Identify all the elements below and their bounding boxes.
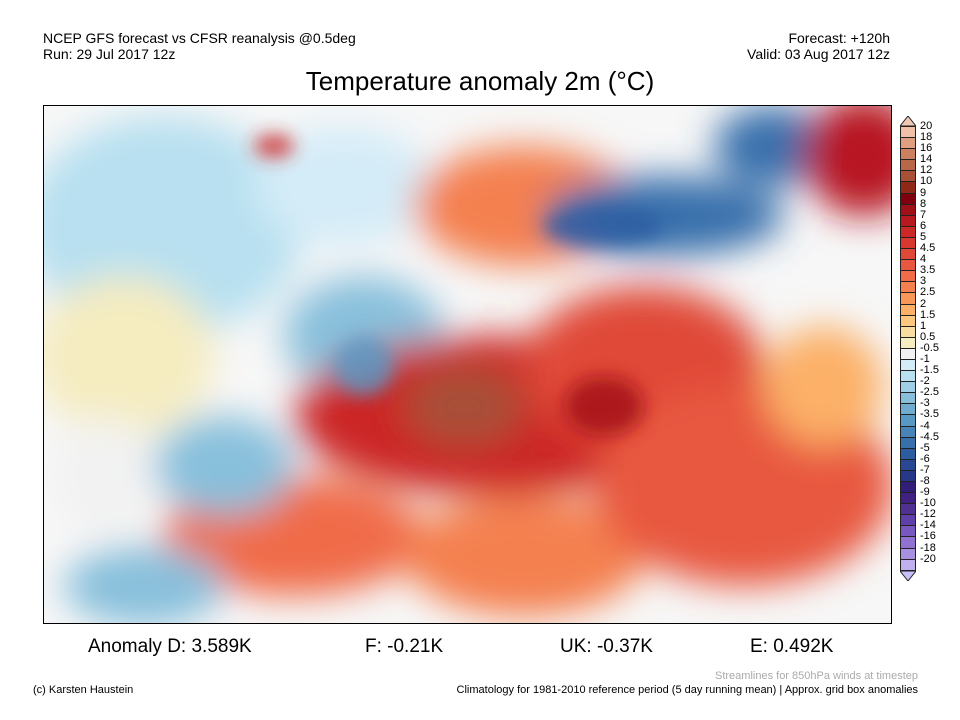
colorbar-label: 4.5 (920, 242, 936, 255)
colorbar-bottom-triangle (900, 570, 916, 581)
map-title: Temperature anomaly 2m (°C) (305, 66, 655, 96)
colorbar-bin: -10 (900, 498, 936, 516)
colorbar-bin: -2.5 (900, 387, 939, 405)
colorbar-top-triangle (900, 116, 916, 126)
colorbar-label: 16 (920, 142, 933, 155)
colorbar-label: 4 (920, 253, 927, 266)
colorbar-label: 3 (920, 275, 927, 288)
colorbar-bin: -14 (900, 520, 936, 538)
colorbar-label: 20 (920, 120, 933, 132)
colorbar-label: -20 (920, 552, 936, 565)
colorbar-label: 14 (920, 153, 933, 166)
colorbar-label: 1.5 (920, 308, 936, 321)
anomaly-field (44, 106, 891, 623)
colorbar-label: -4.5 (920, 430, 939, 443)
colorbar-label: -9 (920, 486, 930, 499)
colorbar-bin: 2.5 (900, 287, 935, 305)
valid-label: Valid: 03 Aug 2017 12z (747, 46, 890, 62)
colorbar-bin: -7 (900, 464, 930, 482)
colorbar-bin: 1 (900, 320, 926, 338)
colorbar-bin: 4 (900, 254, 926, 272)
colorbar-bin: -3.5 (900, 409, 939, 427)
colorbar-label: -3.5 (920, 408, 939, 421)
colorbar-label: 9 (920, 186, 927, 199)
run-label: Run: 29 Jul 2017 12z (43, 46, 176, 62)
colorbar-bin: 6 (900, 220, 926, 238)
colorbar-bin: -20 (900, 553, 936, 571)
stat-europe: E: 0.492K (750, 636, 834, 657)
colorbar-bin: -18 (900, 542, 936, 560)
colorbar-label: -12 (920, 508, 936, 521)
stat-uk: UK: -0.37K (560, 636, 653, 657)
colorbar-bin: 2 (900, 298, 926, 316)
colorbar-label: -3 (920, 397, 930, 410)
credit-label: (c) Karsten Haustein (33, 684, 134, 696)
colorbar-label: -18 (920, 541, 936, 554)
colorbar-bin: 3.5 (900, 265, 935, 283)
colorbar-bin: -4 (900, 420, 930, 438)
colorbar-bin: 9 (900, 187, 926, 205)
colorbar-bin: 4.5 (900, 243, 935, 261)
colorbar-bin: 20 (900, 121, 932, 139)
anomaly-map (43, 105, 892, 624)
colorbar-label: -4 (920, 419, 930, 432)
colorbar-label: -0.5 (920, 341, 939, 354)
colorbar-label: -5 (920, 441, 930, 454)
colorbar-label: 6 (920, 219, 927, 232)
colorbar-bin: 7 (900, 209, 926, 227)
colorbar-label: 1 (920, 319, 927, 332)
colorbar-label: 18 (920, 131, 933, 144)
colorbar-bin: -1.5 (900, 365, 939, 383)
colorbar-bin: 18 (900, 132, 932, 150)
colorbar-bin: -16 (900, 531, 936, 549)
colorbar-label: -14 (920, 519, 936, 532)
colorbar-label: -8 (920, 475, 930, 487)
colorbar-bin: -8 (900, 476, 930, 494)
model-label: NCEP GFS forecast vs CFSR reanalysis @0.… (43, 30, 356, 46)
colorbar-bin: 3 (900, 276, 926, 294)
colorbar-bin: 10 (900, 176, 932, 194)
colorbar-bin: 8 (900, 198, 926, 216)
colorbar-bin: 16 (900, 143, 932, 161)
stat-germany: Anomaly D: 3.589K (88, 636, 252, 657)
stat-france: F: -0.21K (365, 636, 444, 657)
colorbar-bin: 14 (900, 154, 932, 172)
colorbar-label: -2 (920, 375, 930, 388)
colorbar-bin: 0.5 (900, 331, 935, 349)
colorbar-label: 3.5 (920, 264, 936, 277)
colorbar-bin: -5 (900, 442, 930, 460)
colorbar-label: 7 (920, 208, 927, 221)
colorbar-label: -7 (920, 463, 930, 476)
colorbar-label: -1 (920, 352, 930, 365)
colorbar-label: 2 (920, 297, 927, 310)
streamlines-note: Streamlines for 850hPa winds at timestep (715, 670, 918, 682)
colorbar-label: -16 (920, 530, 936, 543)
colorbar-bin: 5 (900, 231, 926, 250)
colorbar-bin: -3 (900, 398, 930, 416)
climatology-note: Climatology for 1981-2010 reference peri… (456, 684, 918, 696)
colorbar-bin: 1.5 (900, 309, 935, 327)
colorbar-bin: -2 (900, 376, 930, 394)
colorbar-label: 10 (920, 175, 933, 188)
colorbar-bin: 12 (900, 165, 932, 183)
colorbar-label: 12 (920, 164, 933, 177)
colorbar-label: 5 (920, 230, 927, 243)
colorbar-bin: -4.5 (900, 431, 939, 449)
colorbar-bin: -9 (900, 487, 930, 505)
colorbar-label: -1.5 (920, 364, 939, 377)
colorbar-label: -6 (920, 452, 930, 465)
colorbar-label: 0.5 (920, 330, 936, 343)
colorbar-label: 2.5 (920, 286, 936, 299)
colorbar-bin: -0.5 (900, 342, 939, 360)
colorbar-bin: -6 (900, 453, 930, 471)
forecast-label: Forecast: +120h (788, 30, 890, 46)
colorbar-label: -10 (920, 497, 936, 510)
colorbar-bin: -1 (900, 353, 930, 372)
colorbar-legend: 20 18 16 14 12 10 9 8 7 6 5 4.5 4 3.5 3 2.5 2 1.5 1 0.5 -0.5… (900, 116, 939, 581)
colorbar-bin: -12 (900, 509, 936, 527)
colorbar-label: 8 (920, 197, 927, 210)
colorbar-label: -2.5 (920, 386, 939, 399)
